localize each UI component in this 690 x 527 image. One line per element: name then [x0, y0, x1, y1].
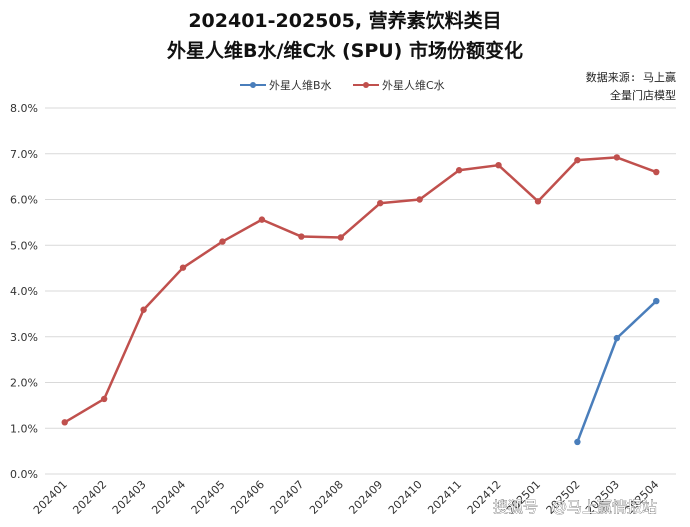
data-point-b [613, 334, 621, 342]
y-tick-label: 6.0% [10, 194, 38, 207]
data-point-c [455, 167, 463, 174]
legend-marker-c [363, 82, 369, 88]
series [61, 154, 660, 446]
x-tick-label: 202401 [31, 478, 70, 517]
x-tick-label: 202402 [70, 478, 109, 517]
data-point-c [61, 419, 68, 426]
series-line-b [576, 300, 658, 443]
y-tick-label: 0.0% [10, 468, 38, 481]
chart-title-line2: 外星人维B水/维C水 (SPU) 市场份额变化 [167, 39, 523, 62]
legend-item-c: 外星人维C水 [353, 79, 445, 92]
data-point-c [534, 198, 542, 205]
y-tick-label: 5.0% [10, 239, 38, 252]
gridlines [45, 107, 676, 475]
y-axis: 0.0% 1.0% 2.0% 3.0% 4.0% 5.0% 6.0% 7.0% 8.0% [10, 102, 38, 481]
data-point-b [653, 297, 660, 305]
legend-label-c: 外星人维C水 [382, 79, 445, 92]
data-point-c [219, 238, 226, 245]
legend: 外星人维B水 外星人维C水 [240, 79, 445, 92]
y-tick-label: 1.0% [10, 422, 38, 435]
series-line-c [64, 156, 657, 424]
data-point-c [574, 156, 581, 164]
legend-label-b: 外星人维B水 [269, 79, 332, 92]
x-tick-label: 202406 [228, 478, 267, 517]
data-point-c [377, 199, 384, 207]
watermark: 搜狐号 @马上赢情报站 [493, 498, 658, 517]
x-tick-label: 202411 [425, 478, 464, 517]
y-tick-label: 4.0% [10, 285, 38, 298]
data-point-c [337, 234, 344, 241]
watermark-brand: 搜狐号 [493, 498, 538, 516]
data-point-c [653, 168, 660, 176]
data-point-c [179, 264, 187, 271]
legend-item-b: 外星人维B水 [240, 79, 332, 92]
watermark-handle: @马上赢情报站 [552, 498, 657, 516]
data-point-b [574, 438, 581, 446]
y-tick-label: 3.0% [10, 331, 38, 344]
data-point-c [100, 395, 108, 403]
data-point-c [416, 196, 423, 203]
data-point-c [258, 216, 266, 223]
source-note-line1: 数据来源: 马上赢 [586, 70, 676, 84]
y-tick-label: 7.0% [10, 148, 38, 161]
x-tick-label: 202410 [386, 478, 425, 517]
y-tick-label: 8.0% [10, 102, 38, 115]
chart-title-line1: 202401-202505, 营养素饮料类目 [188, 9, 501, 32]
legend-marker-b [250, 82, 256, 88]
x-tick-label: 202404 [149, 478, 188, 517]
y-tick-label: 2.0% [10, 377, 38, 390]
data-point-c [613, 154, 621, 161]
data-point-c [140, 306, 147, 313]
x-tick-label: 202407 [268, 478, 307, 517]
source-note-line2: 全量门店模型 [610, 88, 676, 102]
x-tick-label: 202403 [110, 478, 149, 517]
data-point-c [495, 161, 502, 169]
x-tick-label: 202408 [307, 478, 346, 517]
data-point-c [298, 233, 305, 240]
x-tick-label: 202409 [346, 478, 385, 517]
x-tick-label: 202405 [189, 478, 228, 517]
